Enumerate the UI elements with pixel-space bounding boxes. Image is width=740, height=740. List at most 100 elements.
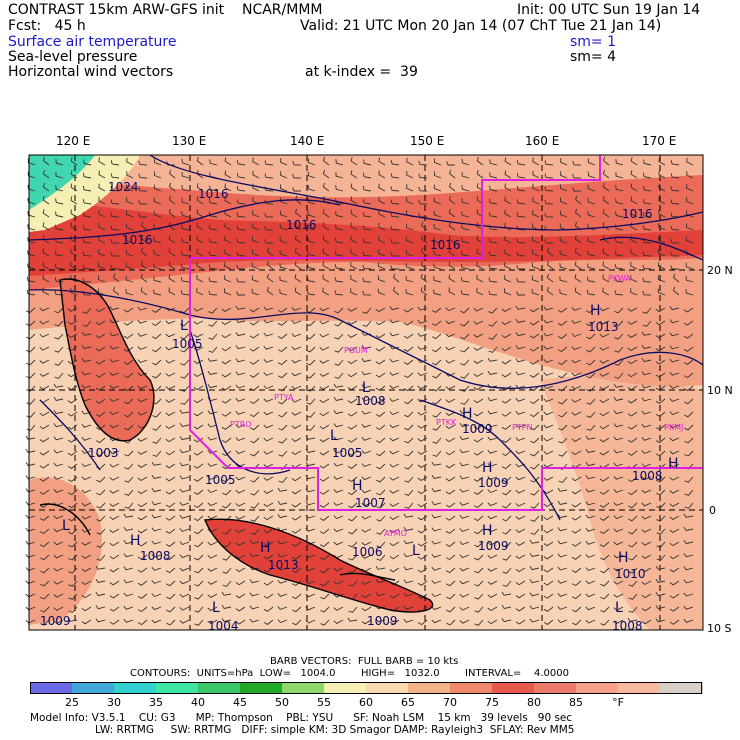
wind-barb	[389, 437, 400, 442]
low-pressure-center: L	[180, 318, 188, 334]
wind-barb	[557, 320, 568, 326]
wind-barb	[67, 333, 78, 338]
wind-barb	[70, 288, 78, 296]
wind-barb	[193, 424, 204, 430]
wind-barb	[476, 261, 484, 270]
wind-barb	[95, 592, 106, 597]
wind-barb	[362, 211, 372, 218]
wind-barb	[642, 225, 652, 231]
wind-barb	[196, 287, 204, 296]
wind-barb	[179, 541, 190, 546]
wind-barb	[263, 619, 274, 625]
wind-barb	[602, 274, 610, 283]
wind-barb	[557, 500, 568, 506]
wind-barb	[151, 346, 162, 353]
wind-barb	[431, 514, 442, 519]
wind-barb	[166, 161, 175, 166]
wind-barb	[461, 237, 470, 244]
wind-barb	[140, 234, 148, 244]
wind-barb	[277, 372, 288, 379]
wind-barb	[39, 346, 50, 351]
wind-barb	[362, 320, 372, 327]
wind-barb	[39, 515, 50, 521]
wind-barb	[586, 359, 596, 366]
wind-barb	[515, 305, 526, 310]
wind-barb	[630, 196, 638, 205]
wind-barb	[319, 528, 330, 535]
wind-barb	[42, 156, 50, 166]
wind-barb	[193, 489, 204, 495]
wind-barb	[250, 476, 260, 483]
wind-barb	[208, 346, 218, 353]
wind-barb	[252, 157, 260, 166]
wind-barb	[347, 617, 358, 622]
wind-barb	[280, 158, 288, 166]
wind-barb	[599, 450, 610, 456]
wind-barb	[263, 319, 274, 324]
wind-barb	[613, 593, 624, 598]
wind-barb	[263, 515, 274, 521]
wind-barb	[236, 185, 246, 192]
wind-barb	[252, 223, 260, 231]
wind-barb	[137, 528, 148, 534]
wind-barb	[277, 500, 288, 506]
wind-barb	[350, 222, 358, 231]
wind-barb	[251, 262, 260, 270]
wind-barb	[151, 580, 162, 584]
wind-barb	[165, 333, 176, 338]
wind-barb	[390, 225, 400, 231]
wind-barb	[263, 580, 274, 586]
wind-barb	[417, 359, 428, 364]
wind-barb	[685, 289, 694, 296]
wind-barb	[224, 183, 232, 192]
wind-barb	[375, 592, 386, 597]
lat-label-10n: 10 N	[707, 384, 733, 397]
wind-barb	[378, 236, 386, 244]
wind-barb	[599, 385, 610, 390]
wind-barb	[110, 173, 120, 179]
wind-barb	[263, 606, 274, 612]
wind-barb	[571, 411, 582, 416]
wind-barb	[459, 606, 470, 611]
wind-barb	[571, 437, 582, 442]
wind-barb	[53, 606, 64, 611]
wind-barb	[669, 450, 680, 455]
wind-barb	[515, 541, 526, 546]
wind-barb	[207, 619, 218, 625]
wind-barb	[196, 156, 204, 166]
wind-barb	[473, 372, 484, 378]
wind-barb	[599, 489, 610, 495]
wind-barb	[516, 277, 526, 283]
wind-barb	[641, 489, 652, 494]
wind-barb	[656, 515, 666, 522]
colorbar-segment	[240, 682, 283, 694]
wind-barb	[530, 476, 540, 483]
wind-barb	[350, 196, 358, 205]
wind-barb	[658, 170, 666, 179]
wind-barb	[683, 553, 694, 558]
wind-barb	[361, 423, 372, 428]
wind-barb	[222, 541, 232, 548]
wind-barb	[375, 307, 386, 313]
wind-barb	[433, 237, 442, 244]
wind-barb	[669, 398, 680, 402]
wind-barb	[459, 475, 470, 480]
wind-barb	[165, 450, 176, 456]
wind-barb	[27, 250, 36, 257]
wind-barb	[152, 437, 162, 444]
wind-barb	[68, 528, 78, 535]
wind-barb	[152, 411, 162, 418]
wind-barb	[291, 476, 302, 482]
wind-barb	[277, 606, 288, 610]
wind-barb	[305, 593, 316, 598]
wind-barb	[685, 236, 694, 244]
wind-barb	[306, 411, 316, 418]
wind-barb	[488, 320, 498, 327]
wind-barb	[96, 476, 106, 483]
contour-label: 1016	[122, 233, 153, 247]
wind-barb	[264, 239, 273, 244]
wind-barb	[291, 567, 302, 573]
wind-barb	[179, 501, 190, 506]
wind-barb	[602, 222, 610, 231]
contour-label: 1008	[355, 394, 386, 408]
